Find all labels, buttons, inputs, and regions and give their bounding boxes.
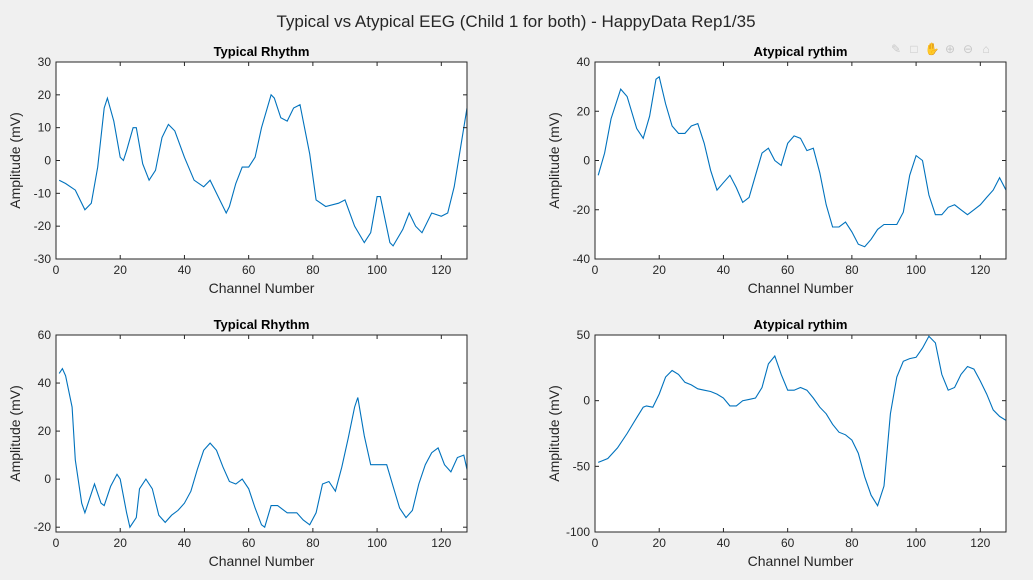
- y-tick-label: 30: [38, 55, 52, 69]
- x-tick-label: 120: [970, 536, 990, 550]
- y-axis-label: Amplitude (mV): [546, 112, 562, 208]
- plot-area: [56, 335, 467, 532]
- x-axis-label: Channel Number: [748, 280, 854, 296]
- x-tick-label: 120: [431, 536, 451, 550]
- y-tick-label: -10: [34, 186, 52, 200]
- subplot-title: Atypical rythim: [754, 44, 848, 59]
- y-tick-label: 0: [44, 472, 51, 486]
- subplot-title: Atypical rythim: [754, 317, 848, 332]
- y-tick-label: -20: [34, 520, 52, 534]
- x-tick-label: 40: [178, 263, 192, 277]
- subplot-4: 0 20 40 60 80 100 120 -100 -50 0 50 Atypical rythim…: [546, 317, 1007, 569]
- plot-area: [595, 62, 1006, 259]
- y-tick-label: -40: [573, 252, 591, 266]
- y-axis-label: Amplitude (mV): [7, 112, 23, 208]
- x-tick-label: 0: [592, 536, 599, 550]
- zoom-out-icon[interactable]: ⊖: [962, 42, 974, 56]
- x-axis-label: Channel Number: [748, 553, 854, 569]
- x-tick-label: 80: [306, 536, 320, 550]
- y-tick-label: -30: [34, 252, 52, 266]
- subplot-title: Typical Rhythm: [214, 44, 310, 59]
- y-tick-label: 20: [577, 104, 591, 118]
- x-tick-label: 80: [845, 536, 859, 550]
- x-tick-label: 40: [717, 263, 731, 277]
- x-tick-label: 60: [781, 263, 795, 277]
- x-tick-label: 0: [53, 536, 60, 550]
- x-tick-label: 20: [653, 263, 667, 277]
- x-tick-label: 20: [114, 536, 128, 550]
- subplot-1: 0 20 40 60 80 100 120 -30 -20 -10 0 10 20 30 Typical R…: [7, 44, 468, 296]
- plot-area: [595, 335, 1006, 532]
- y-tick-label: -20: [34, 219, 52, 233]
- y-tick-label: 10: [38, 121, 52, 135]
- y-tick-label: -50: [573, 459, 591, 473]
- series-line-1: [58, 367, 467, 529]
- y-tick-label: 0: [583, 394, 590, 408]
- series-line-1: [597, 75, 1006, 248]
- brush-icon[interactable]: ✎: [890, 42, 902, 56]
- x-tick-label: 20: [653, 536, 667, 550]
- zoom-in-icon[interactable]: ⊕: [944, 42, 956, 56]
- y-tick-label: 20: [38, 424, 52, 438]
- axes-frame: [594, 334, 1007, 533]
- datatip-icon[interactable]: □: [910, 42, 918, 56]
- y-axis-label: Amplitude (mV): [7, 385, 23, 481]
- y-tick-label: 60: [38, 328, 52, 342]
- y-tick-label: 0: [583, 154, 590, 168]
- series-line-1: [58, 93, 467, 247]
- x-tick-label: 80: [306, 263, 320, 277]
- x-tick-label: 40: [178, 536, 192, 550]
- x-axis-label: Channel Number: [209, 280, 315, 296]
- pan-icon[interactable]: ✋: [924, 42, 940, 56]
- x-axis-label: Channel Number: [209, 553, 315, 569]
- x-tick-label: 100: [367, 536, 387, 550]
- x-tick-label: 60: [242, 263, 256, 277]
- y-tick-label: -20: [573, 203, 591, 217]
- plot-area: [56, 62, 467, 259]
- y-tick-label: 20: [38, 88, 52, 102]
- x-tick-label: 100: [367, 263, 387, 277]
- x-tick-label: 100: [906, 536, 926, 550]
- subplot-2: 0 20 40 60 80 100 120 -40 -20 0 20 40 Atypical rythi…: [546, 44, 1007, 296]
- axes-frame: [55, 334, 468, 533]
- y-axis-label: Amplitude (mV): [546, 385, 562, 481]
- x-tick-label: 60: [781, 536, 795, 550]
- axes-toolbar: ✎ □ ✋ ⊕ ⊖ ⌂: [888, 40, 994, 58]
- subplot-title: Typical Rhythm: [214, 317, 310, 332]
- y-tick-label: 40: [38, 376, 52, 390]
- x-tick-label: 120: [970, 263, 990, 277]
- x-tick-label: 80: [845, 263, 859, 277]
- series-line-1: [597, 335, 1006, 507]
- x-tick-label: 60: [242, 536, 256, 550]
- home-icon[interactable]: ⌂: [982, 42, 990, 56]
- y-tick-label: 40: [577, 55, 591, 69]
- y-tick-label: -100: [566, 525, 590, 539]
- x-tick-label: 40: [717, 536, 731, 550]
- x-tick-label: 100: [906, 263, 926, 277]
- x-tick-label: 0: [53, 263, 60, 277]
- y-tick-label: 0: [44, 154, 51, 168]
- figure-title: Typical vs Atypical EEG (Child 1 for bot…: [276, 12, 755, 31]
- x-tick-label: 120: [431, 263, 451, 277]
- y-tick-label: 50: [577, 328, 591, 342]
- x-tick-label: 0: [592, 263, 599, 277]
- x-tick-label: 20: [114, 263, 128, 277]
